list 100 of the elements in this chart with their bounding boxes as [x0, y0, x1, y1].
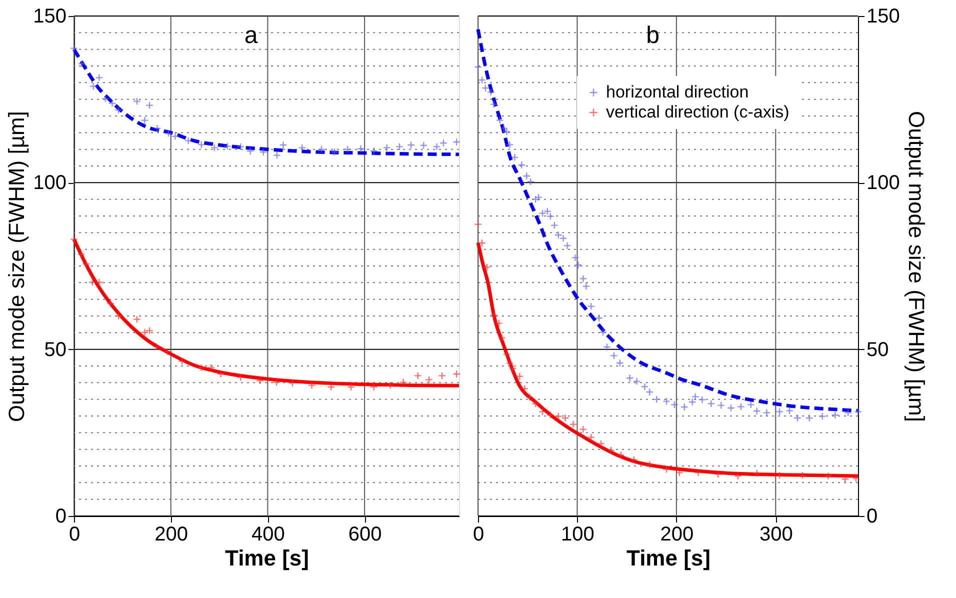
point — [272, 151, 281, 160]
point — [474, 63, 482, 71]
point — [395, 142, 404, 151]
point — [587, 433, 596, 442]
point — [574, 261, 582, 269]
point — [140, 116, 149, 124]
point — [171, 132, 180, 140]
point — [308, 381, 316, 390]
point — [831, 411, 840, 419]
point — [152, 342, 160, 351]
point — [347, 383, 355, 391]
line-series — [72, 48, 461, 156]
point — [561, 414, 570, 422]
point — [688, 398, 696, 406]
point — [734, 472, 742, 480]
point — [776, 471, 784, 480]
x-axis-title: Time [s] — [225, 546, 309, 570]
point — [579, 274, 588, 283]
point — [526, 393, 534, 402]
point — [482, 263, 491, 272]
point — [164, 348, 172, 356]
point — [70, 44, 78, 52]
point — [106, 299, 114, 308]
point — [520, 384, 529, 393]
point — [344, 145, 352, 154]
point — [356, 144, 365, 153]
y-tick-label: 100 — [33, 172, 66, 194]
point — [246, 147, 254, 155]
point — [652, 395, 661, 404]
point — [236, 373, 245, 382]
point — [786, 406, 794, 415]
point — [370, 383, 378, 391]
point — [89, 82, 98, 90]
point — [606, 446, 615, 454]
y2-axis-title: Output mode size (FWHM) [µm] — [904, 111, 929, 422]
point — [852, 474, 860, 482]
point — [632, 377, 641, 386]
point — [178, 357, 186, 366]
legend-label: vertical direction (c-axis) — [606, 102, 790, 122]
point — [146, 101, 154, 110]
point — [197, 140, 206, 149]
point — [579, 425, 588, 434]
point — [256, 376, 264, 385]
point — [146, 326, 154, 335]
x-axis-title: Time [s] — [626, 546, 710, 570]
point — [452, 138, 461, 146]
point — [95, 74, 104, 82]
point — [824, 472, 832, 480]
point — [279, 141, 288, 149]
point — [563, 242, 572, 250]
point — [603, 343, 611, 351]
point — [595, 314, 603, 322]
point — [717, 401, 726, 410]
x-tick-label: 0 — [472, 524, 484, 546]
point — [414, 372, 422, 380]
chart-title: a — [244, 22, 258, 49]
point — [662, 465, 670, 474]
point — [164, 129, 172, 138]
point — [490, 311, 498, 320]
point — [438, 372, 446, 380]
point — [518, 161, 526, 169]
point — [736, 402, 745, 411]
point — [587, 302, 596, 310]
point — [327, 383, 336, 391]
x-tick-label: 600 — [348, 524, 382, 546]
point — [691, 392, 700, 401]
point — [210, 144, 218, 152]
point — [534, 193, 542, 202]
point — [153, 124, 162, 132]
point — [762, 408, 771, 417]
point — [216, 370, 225, 378]
point — [616, 451, 625, 459]
y-tick-label: 150 — [33, 6, 66, 28]
point — [707, 400, 716, 408]
point — [776, 408, 784, 416]
point — [330, 148, 338, 156]
point — [569, 420, 578, 428]
y-tick-label: 0 — [55, 506, 66, 528]
x-tick-label: 300 — [759, 524, 793, 546]
point — [841, 475, 850, 483]
point — [432, 142, 441, 151]
point — [502, 350, 511, 358]
point — [714, 470, 722, 478]
point — [452, 370, 461, 378]
point — [630, 456, 638, 464]
point — [490, 100, 498, 108]
point — [516, 372, 524, 380]
y2-tick-label: 100 — [866, 172, 900, 194]
point — [675, 468, 684, 477]
point — [78, 60, 86, 68]
x-tick-label: 0 — [68, 524, 80, 546]
point — [646, 460, 654, 469]
point — [670, 400, 678, 409]
point — [224, 142, 232, 150]
y-axis-title: Output mode size (FWHM) [µm] — [4, 111, 30, 422]
point — [494, 319, 503, 328]
point — [498, 334, 506, 342]
point — [207, 364, 216, 372]
point — [582, 282, 590, 290]
point — [478, 76, 486, 84]
